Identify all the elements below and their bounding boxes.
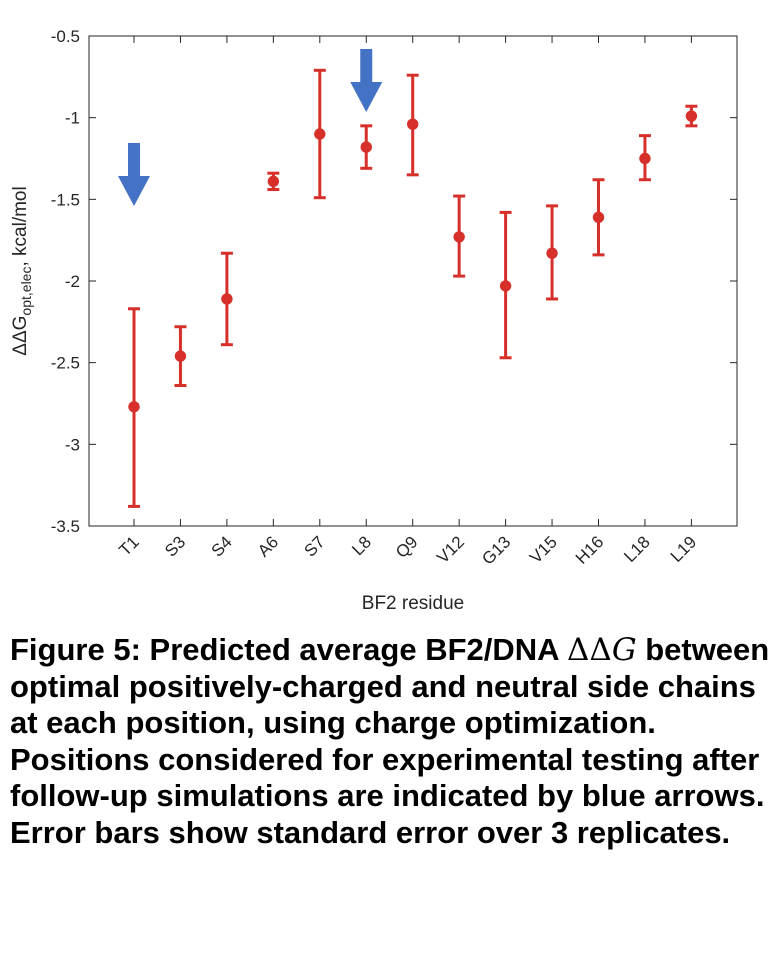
y-axis-label-main: ΔΔG xyxy=(10,316,31,356)
y-axis: -0.5 -1 -1.5 -2 -2.5 -3 -3.5 xyxy=(51,27,737,536)
data-point xyxy=(128,401,140,413)
x-tick-label: Q9 xyxy=(392,532,421,561)
error-bars xyxy=(128,68,698,508)
caption-text-end: between optimal positively-charged and n… xyxy=(10,632,770,850)
x-tick-label: V15 xyxy=(526,532,561,567)
figure-caption: Figure 5: Predicted average BF2/DNA ΔΔG … xyxy=(10,632,770,852)
data-point xyxy=(546,247,558,259)
y-tick-label: -0.5 xyxy=(51,27,80,46)
data-points xyxy=(128,110,698,413)
x-tick-label: S3 xyxy=(161,532,189,560)
data-point xyxy=(314,128,326,140)
caption-text-start: Figure 5: Predicted average BF2/DNA xyxy=(10,632,568,667)
data-point xyxy=(453,231,465,243)
data-point xyxy=(360,141,372,153)
data-point xyxy=(639,152,651,165)
y-tick-label: -1.5 xyxy=(51,190,80,209)
caption-delta-symbol: ΔΔ xyxy=(567,632,612,668)
data-point xyxy=(499,280,512,292)
data-point xyxy=(221,293,233,305)
x-tick-label: A6 xyxy=(254,532,282,560)
data-point xyxy=(174,350,187,362)
down-arrow-icon xyxy=(118,143,150,206)
errorbar-chart: -0.5 -1 -1.5 -2 -2.5 -3 -3.5 T1 S3 S4 A6 S7 L8 Q9 V12… xyxy=(10,27,738,614)
y-tick-label: -1 xyxy=(65,109,80,128)
x-tick-label: S4 xyxy=(208,532,236,560)
data-point xyxy=(685,110,698,122)
x-tick-label: S7 xyxy=(300,532,328,560)
x-tick-label: L19 xyxy=(667,532,700,565)
y-axis-label: ΔΔGopt,elec, kcal/mol xyxy=(10,186,34,355)
y-tick-label: -2.5 xyxy=(51,354,80,373)
x-tick-label: L18 xyxy=(620,532,653,565)
arrow-annotations xyxy=(118,49,383,206)
down-arrow-icon xyxy=(350,49,383,112)
data-point xyxy=(407,118,419,130)
y-tick-label: -3 xyxy=(65,435,80,454)
y-axis-label-suffix: , kcal/mol xyxy=(10,186,31,266)
x-axis: T1 S3 S4 A6 S7 L8 Q9 V12 G13 V15 H16 L18 L19 xyxy=(115,36,700,569)
x-tick-label: H16 xyxy=(572,532,607,567)
y-tick-label: -3.5 xyxy=(51,517,80,536)
y-axis-label-subscript: opt,elec xyxy=(18,267,34,316)
caption-g-symbol: G xyxy=(611,632,637,668)
data-point xyxy=(267,175,280,188)
x-tick-label: L8 xyxy=(348,532,375,559)
x-axis-label: BF2 residue xyxy=(362,593,464,614)
x-tick-label: T1 xyxy=(115,532,142,559)
data-point xyxy=(592,211,605,224)
x-tick-label: V12 xyxy=(433,532,468,567)
x-tick-label: G13 xyxy=(478,532,514,568)
y-tick-label: -2 xyxy=(65,272,80,291)
